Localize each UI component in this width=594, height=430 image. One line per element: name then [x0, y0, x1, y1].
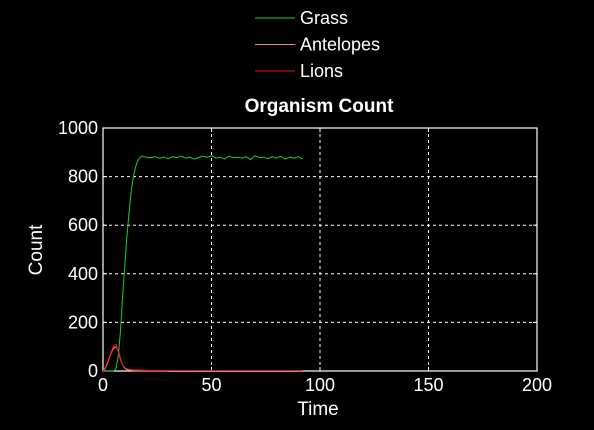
- legend-label-grass: Grass: [300, 8, 348, 28]
- tick-labels: 0 50 100 150 200 0 200 400 600 800 1000: [58, 118, 552, 395]
- grid: [103, 128, 537, 371]
- legend-label-lions: Lions: [300, 61, 343, 81]
- legend: Grass Antelopes Lions: [255, 8, 380, 81]
- chart-title: Organism Count: [245, 96, 395, 117]
- y-tick-label: 0: [88, 361, 98, 381]
- y-tick-label: 400: [68, 264, 98, 284]
- y-tick-label: 600: [68, 215, 98, 235]
- series-line-lions: [102, 343, 303, 372]
- x-tick-label: 200: [522, 375, 552, 395]
- y-tick-label: 800: [68, 167, 98, 187]
- series-group: [102, 155, 303, 372]
- x-tick-label: 150: [413, 375, 443, 395]
- x-axis-label: Time: [297, 399, 339, 420]
- x-tick-label: 100: [305, 375, 335, 395]
- legend-label-antelopes: Antelopes: [300, 35, 380, 55]
- x-tick-label: 50: [201, 375, 221, 395]
- series-line-antelopes: [102, 346, 169, 372]
- y-axis-label: Count: [26, 224, 47, 275]
- x-tick-label: 0: [98, 375, 108, 395]
- y-tick-label: 1000: [58, 118, 98, 138]
- series-line-grass: [103, 155, 303, 372]
- axis-ticks: [102, 127, 538, 372]
- y-tick-label: 200: [68, 312, 98, 332]
